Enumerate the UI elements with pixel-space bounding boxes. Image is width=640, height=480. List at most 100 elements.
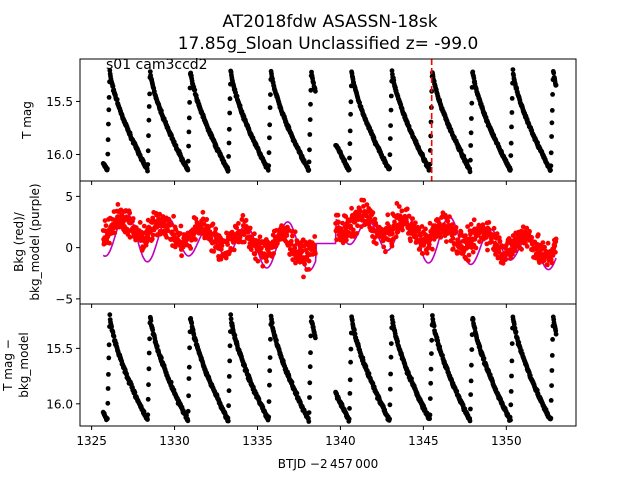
corrected-point	[267, 382, 272, 388]
bkg-point	[416, 227, 422, 232]
bkg-point	[150, 232, 156, 238]
bkg-point	[400, 227, 405, 233]
bkg-point	[535, 232, 541, 238]
bkg-point	[177, 231, 183, 236]
bkg-point	[413, 220, 418, 226]
corrected-point	[309, 314, 314, 320]
top-ytick-label: 16.0	[46, 148, 73, 162]
top-data-points	[100, 67, 559, 175]
bkg-point	[260, 263, 266, 269]
corrected-point	[294, 390, 300, 396]
bkg-point	[234, 225, 240, 231]
lightcurve-point	[185, 158, 191, 164]
lightcurve-point	[192, 87, 198, 93]
corrected-point	[307, 364, 313, 370]
corrected-point	[470, 317, 476, 322]
bkg-point	[255, 258, 261, 264]
bkg-point	[426, 242, 432, 247]
bkg-point	[503, 257, 508, 262]
bkg-point	[171, 213, 177, 219]
bkg-point	[225, 242, 231, 247]
top-ylabel: T mag	[20, 101, 34, 140]
corrected-point	[388, 354, 394, 360]
bkg-point	[188, 246, 194, 251]
bkg-point	[193, 216, 199, 222]
lightcurve-point	[265, 167, 271, 173]
bkg-point	[259, 245, 264, 251]
corrected-point	[348, 359, 353, 365]
bkg-point	[512, 246, 518, 252]
corrected-point	[307, 395, 312, 400]
lightcurve-point	[388, 107, 394, 113]
bottom-ytick-label: 16.0	[46, 397, 73, 411]
bkg-point	[545, 262, 550, 268]
corrected-point	[388, 371, 393, 377]
bkg-point	[334, 237, 339, 243]
bkg-point	[486, 220, 492, 225]
corrected-point	[274, 337, 279, 343]
bkg-point	[240, 213, 246, 218]
bkg-point	[549, 260, 555, 266]
lightcurve-point	[388, 123, 393, 128]
sector-label: s01 cam3ccd2	[106, 57, 208, 73]
x-axis-ticks: 1325 1330 1335 1340 1345 1350	[76, 181, 522, 448]
bkg-point	[247, 225, 253, 231]
lightcurve-point	[105, 166, 110, 172]
lightcurve-point	[387, 152, 393, 158]
bkg-point	[417, 246, 423, 251]
lightcurve-point	[467, 169, 473, 175]
corrected-point	[186, 376, 192, 381]
bkg-point	[364, 202, 370, 208]
bkg-point	[211, 249, 217, 254]
corrected-point	[105, 386, 111, 391]
corrected-point	[429, 351, 434, 356]
bkg-point	[444, 239, 449, 245]
lightcurve-point	[553, 82, 559, 88]
lightcurve-point	[509, 96, 515, 101]
corrected-point	[549, 383, 554, 388]
corrected-point	[352, 327, 357, 333]
bkg-point	[355, 223, 360, 229]
bkg-point	[243, 217, 249, 223]
bkg-point	[438, 234, 444, 240]
corrected-point	[168, 379, 174, 385]
lightcurve-point	[226, 154, 232, 159]
corrected-point	[352, 331, 358, 337]
bkg-point	[351, 234, 357, 239]
bkg-point	[393, 234, 399, 240]
bkg-point	[389, 243, 395, 249]
bkg-point	[468, 221, 474, 227]
bkg-point	[335, 212, 341, 218]
bkg-point	[231, 247, 237, 253]
bkg-point	[545, 240, 551, 246]
xtick-label: 1325	[76, 434, 107, 448]
lightcurve-point	[147, 69, 153, 74]
lightcurve-point	[146, 104, 152, 109]
corrected-point	[481, 356, 487, 361]
corrected-point	[548, 398, 554, 403]
bottom-data-points	[100, 312, 559, 424]
bkg-point	[453, 225, 459, 230]
bkg-point	[257, 234, 263, 240]
lightcurve-point	[551, 70, 557, 76]
corrected-point	[111, 334, 117, 339]
lightcurve-point	[105, 137, 111, 143]
bkg-point	[127, 210, 133, 216]
corrected-point	[387, 386, 393, 392]
lightcurve-point	[550, 92, 555, 97]
bkg-point	[463, 233, 468, 239]
corrected-point	[388, 341, 394, 346]
corrected-point	[468, 378, 474, 384]
corrected-point	[472, 326, 478, 331]
lightcurve-point	[549, 108, 555, 113]
corrected-point	[146, 382, 151, 388]
lightcurve-point	[308, 87, 314, 93]
bkg-point	[423, 226, 428, 232]
corrected-point	[549, 368, 555, 373]
lightcurve-point	[106, 121, 111, 127]
lightcurve-point	[509, 124, 514, 130]
corrected-point	[348, 346, 354, 352]
corrected-point	[266, 399, 272, 404]
bkg-point	[301, 274, 306, 280]
lightcurve-point	[145, 162, 151, 167]
